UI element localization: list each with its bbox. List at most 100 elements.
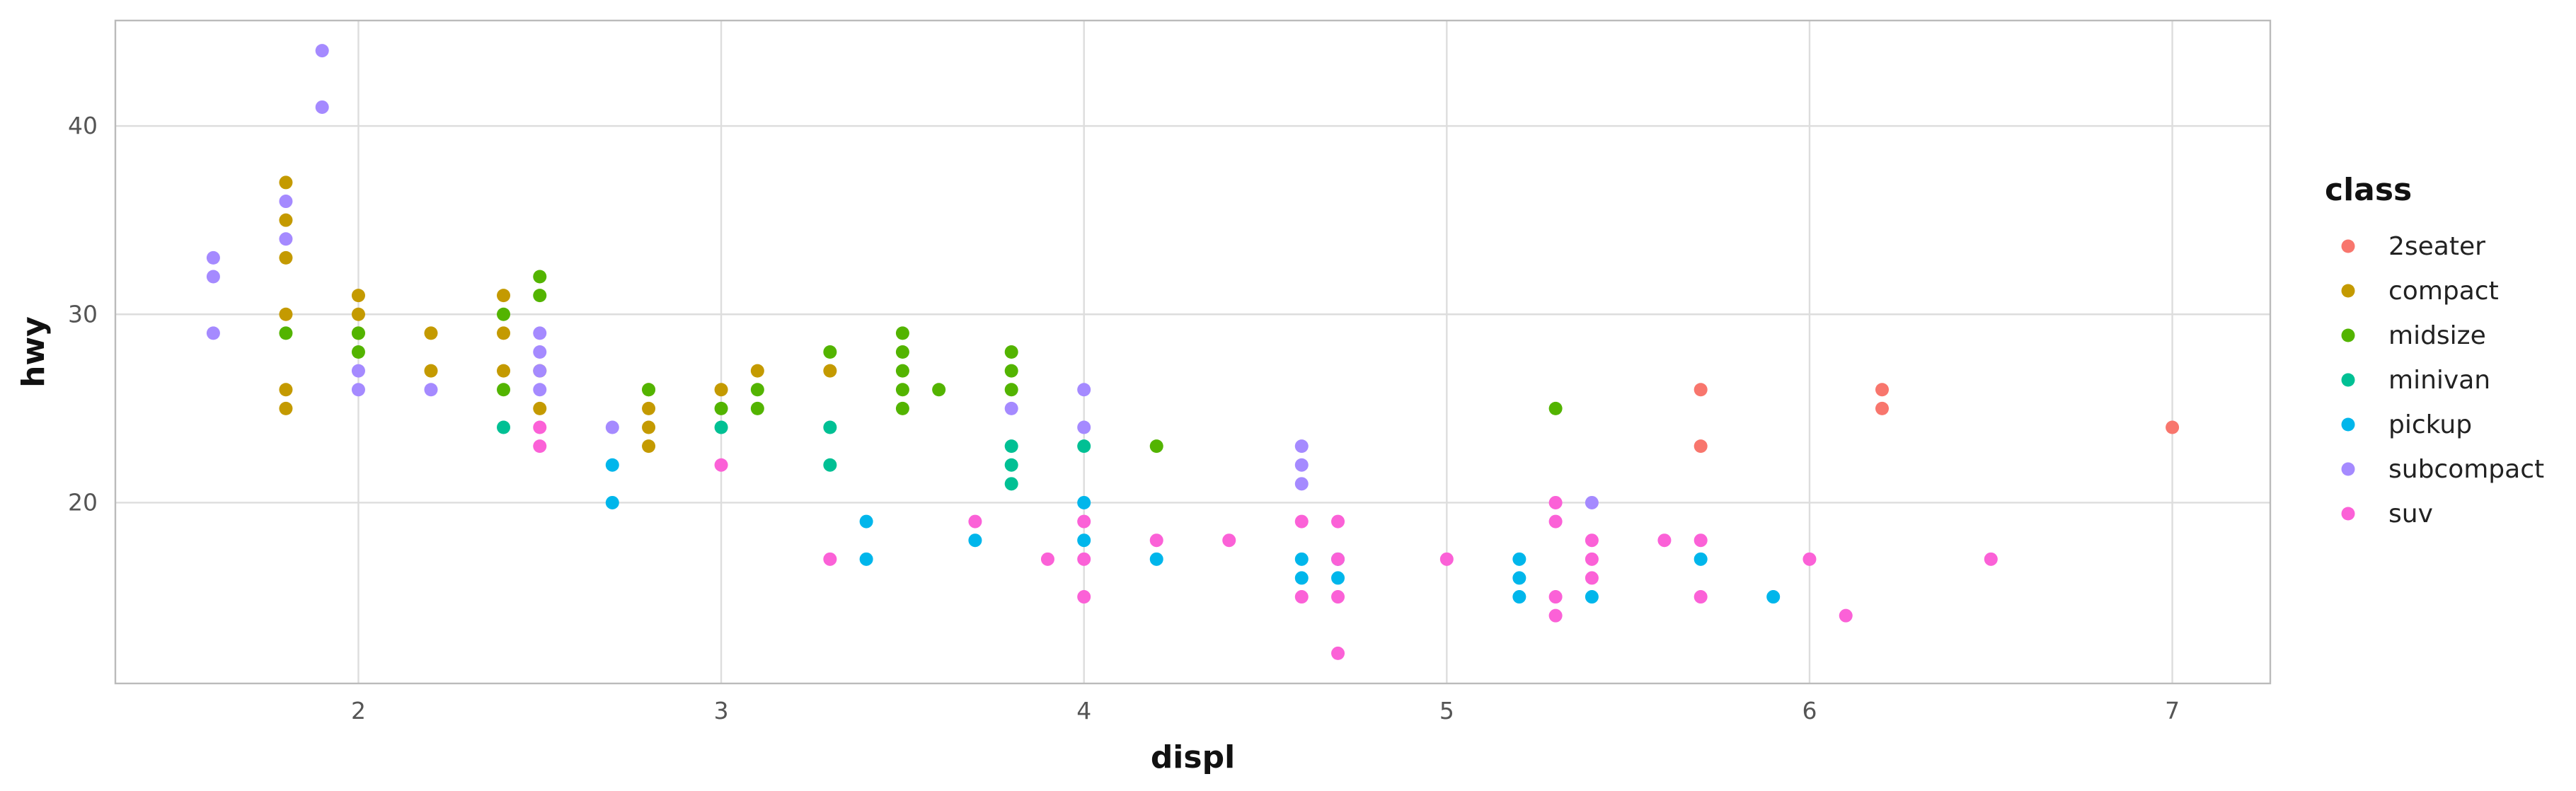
- data-point-midsize: [750, 383, 764, 397]
- legend-swatch: [2341, 417, 2355, 432]
- data-point-subcompact: [1077, 420, 1091, 434]
- data-point-subcompact: [1294, 458, 1309, 472]
- data-point-midsize: [895, 383, 909, 397]
- data-point-compact: [279, 307, 293, 321]
- data-point-compact: [279, 383, 293, 397]
- data-point-suv: [533, 420, 547, 434]
- data-point-pickup: [1694, 552, 1708, 566]
- data-point-suv: [1331, 646, 1345, 660]
- data-point-pickup: [605, 495, 619, 509]
- data-point-midsize: [642, 383, 656, 397]
- data-point-suv: [1694, 590, 1708, 604]
- legend-swatch: [2341, 284, 2355, 298]
- data-point-suv: [1984, 552, 1998, 566]
- data-point-suv: [1149, 533, 1163, 548]
- data-point-midsize: [1149, 439, 1163, 454]
- data-point-suv: [1222, 533, 1236, 548]
- data-point-2seater: [2166, 420, 2180, 434]
- data-point-pickup: [1077, 495, 1091, 509]
- legend-item-2seater: 2seater: [2341, 232, 2485, 261]
- data-point-midsize: [750, 401, 764, 415]
- legend-swatch: [2341, 328, 2355, 342]
- data-point-suv: [1439, 552, 1454, 566]
- data-point-midsize: [1004, 383, 1018, 397]
- data-point-minivan: [823, 420, 837, 434]
- data-point-midsize: [1548, 401, 1563, 415]
- data-point-compact: [533, 401, 547, 415]
- data-point-suv: [823, 552, 837, 566]
- data-point-pickup: [968, 533, 982, 548]
- data-point-midsize: [351, 345, 365, 359]
- data-point-suv: [1585, 533, 1599, 548]
- data-point-midsize: [351, 326, 365, 340]
- data-point-compact: [279, 175, 293, 190]
- data-point-subcompact: [424, 383, 438, 397]
- data-point-suv: [1548, 608, 1563, 623]
- legend-label: compact: [2388, 277, 2499, 306]
- data-point-pickup: [1294, 571, 1309, 585]
- data-point-suv: [1331, 552, 1345, 566]
- y-axis-title: hwy: [16, 316, 52, 388]
- data-point-pickup: [1512, 590, 1526, 604]
- legend-label: minivan: [2388, 366, 2490, 395]
- data-point-pickup: [1512, 552, 1526, 566]
- data-point-subcompact: [1294, 439, 1309, 454]
- data-point-subcompact: [1294, 477, 1309, 491]
- data-point-minivan: [1004, 477, 1018, 491]
- data-point-midsize: [497, 383, 511, 397]
- data-point-suv: [1077, 590, 1091, 604]
- x-tick-label: 5: [1439, 697, 1454, 724]
- data-point-minivan: [1077, 439, 1091, 454]
- data-point-suv: [1802, 552, 1817, 566]
- data-point-suv: [1585, 552, 1599, 566]
- legend-item-midsize: midsize: [2341, 321, 2486, 350]
- data-point-pickup: [1149, 552, 1163, 566]
- x-tick-label: 7: [2165, 697, 2180, 724]
- y-tick-label: 30: [68, 300, 98, 328]
- y-axis-ticks: 20 30 40: [68, 112, 98, 516]
- data-point-compact: [497, 326, 511, 340]
- data-point-subcompact: [351, 383, 365, 397]
- data-point-midsize: [1004, 345, 1018, 359]
- data-point-2seater: [1694, 439, 1708, 454]
- data-point-compact: [279, 213, 293, 227]
- data-point-subcompact: [279, 232, 293, 246]
- legend-label: 2seater: [2388, 232, 2485, 261]
- data-point-midsize: [895, 401, 909, 415]
- data-point-suv: [1585, 571, 1599, 585]
- data-point-subcompact: [533, 345, 547, 359]
- y-tick-label: 40: [68, 112, 98, 139]
- data-point-compact: [279, 250, 293, 265]
- data-point-suv: [1294, 590, 1309, 604]
- data-points: [206, 44, 2180, 660]
- x-tick-label: 2: [351, 697, 366, 724]
- x-tick-label: 3: [714, 697, 729, 724]
- data-point-suv: [1548, 590, 1563, 604]
- data-point-compact: [424, 364, 438, 378]
- data-point-subcompact: [605, 420, 619, 434]
- data-point-pickup: [1294, 552, 1309, 566]
- legend-item-subcompact: subcompact: [2341, 455, 2544, 484]
- data-point-compact: [351, 307, 365, 321]
- data-point-suv: [533, 439, 547, 454]
- data-point-compact: [642, 401, 656, 415]
- data-point-suv: [1694, 533, 1708, 548]
- legend-swatch: [2341, 462, 2355, 476]
- data-point-minivan: [714, 420, 728, 434]
- data-point-subcompact: [206, 270, 220, 284]
- data-point-suv: [1657, 533, 1672, 548]
- legend-title: class: [2325, 172, 2412, 208]
- data-point-subcompact: [279, 195, 293, 209]
- legend-swatch: [2341, 239, 2355, 253]
- data-point-compact: [714, 383, 728, 397]
- legend-item-pickup: pickup: [2341, 410, 2472, 439]
- data-point-compact: [424, 326, 438, 340]
- data-point-minivan: [1004, 458, 1018, 472]
- data-point-suv: [1331, 590, 1345, 604]
- data-point-pickup: [859, 552, 873, 566]
- data-point-suv: [1548, 514, 1563, 529]
- data-point-2seater: [1875, 401, 1889, 415]
- data-point-pickup: [1585, 590, 1599, 604]
- data-point-subcompact: [533, 383, 547, 397]
- data-point-compact: [351, 289, 365, 303]
